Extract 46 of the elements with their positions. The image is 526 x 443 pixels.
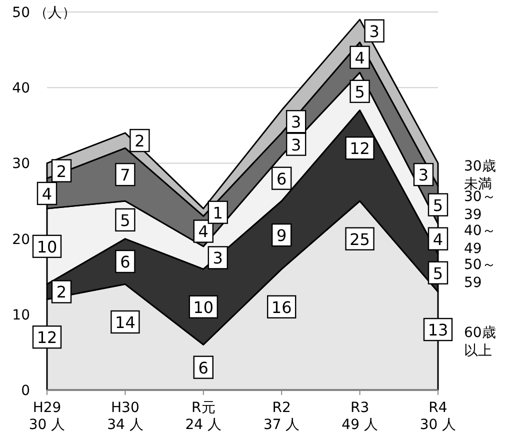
data-label: 2 (56, 282, 67, 302)
y-tick-label: 50 (12, 5, 30, 21)
data-label: 9 (276, 226, 287, 246)
data-label: 3 (418, 166, 429, 185)
data-label: 5 (432, 196, 444, 215)
x-tick-label: H29 30 人 (28, 400, 66, 433)
data-label: 7 (120, 166, 130, 185)
data-label: 6 (120, 252, 130, 272)
data-label: 1 (212, 203, 223, 222)
legend-label: 40～49 (464, 222, 496, 257)
data-label: 3 (212, 248, 223, 268)
data-label: 5 (354, 82, 365, 102)
x-tick-label: R2 37 人 (263, 400, 300, 433)
legend-label: 50～59 (464, 256, 496, 291)
x-tick-label: R元 24 人 (185, 400, 222, 433)
data-label: 4 (432, 230, 444, 249)
x-tick-label: R4 30 人 (420, 400, 456, 433)
x-tick-label: H30 34 人 (107, 400, 144, 433)
data-label: 3 (291, 135, 302, 154)
data-label: 12 (36, 328, 58, 348)
data-label: 12 (350, 139, 370, 158)
data-label: 10 (193, 298, 214, 317)
y-axis-title: （人） (34, 5, 76, 21)
y-tick-label: 0 (21, 383, 30, 399)
legend-label: 60歳以上 (464, 324, 496, 359)
data-label: 2 (134, 132, 145, 151)
data-label: 25 (350, 230, 370, 249)
data-label: 4 (42, 184, 52, 204)
data-label: 14 (115, 312, 136, 332)
y-tick-label: 10 (12, 307, 30, 324)
y-tick-label: 30 (12, 156, 30, 172)
data-label: 16 (271, 298, 292, 317)
data-label: 6 (276, 169, 287, 188)
data-label: 4 (198, 222, 208, 242)
data-label: 3 (369, 22, 380, 41)
data-label: 5 (432, 264, 444, 283)
data-label: 3 (291, 112, 302, 132)
data-label: 5 (120, 210, 130, 230)
data-label: 10 (36, 237, 58, 256)
x-tick-label: R3 49 人 (342, 400, 378, 433)
y-tick-label: 20 (12, 232, 30, 248)
data-label: 4 (354, 48, 365, 68)
data-label: 6 (198, 358, 208, 378)
data-label: 2 (56, 162, 67, 181)
data-label: 13 (428, 320, 448, 340)
y-tick-label: 40 (12, 80, 30, 97)
